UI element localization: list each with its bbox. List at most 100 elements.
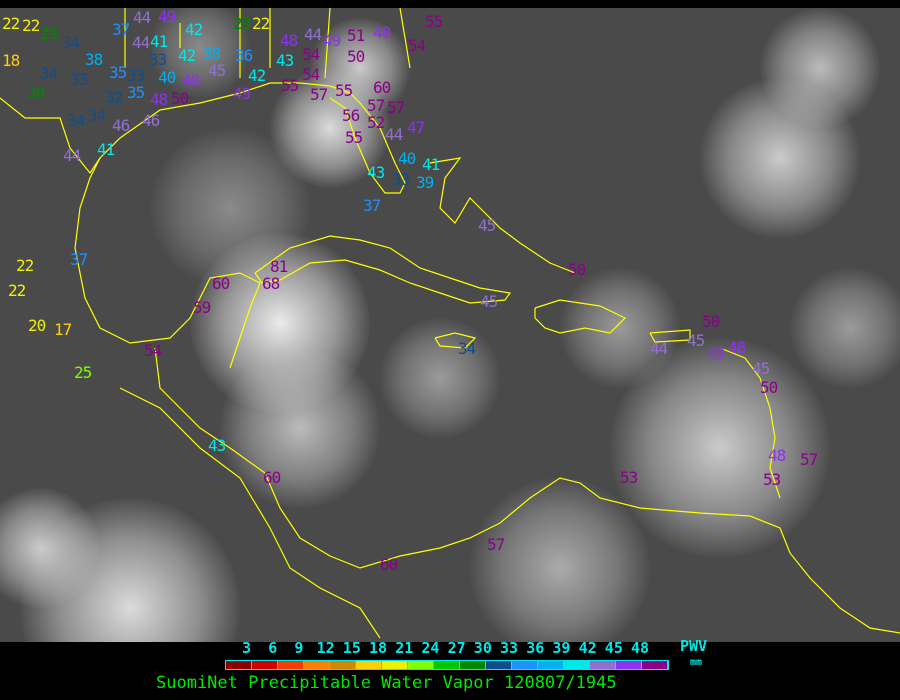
pwv-station-value: 57 xyxy=(367,96,385,115)
scale-swatch xyxy=(278,661,304,669)
pwv-station-value: 42 xyxy=(178,46,196,65)
legend-tick: 6 xyxy=(268,639,278,657)
color-scale-bar xyxy=(225,660,669,670)
pwv-station-value: 54 xyxy=(302,65,320,84)
legend-tick: 39 xyxy=(552,639,571,657)
pwv-station-value: 41 xyxy=(150,32,168,51)
puerto-rico xyxy=(649,329,691,343)
pwv-station-value: 34 xyxy=(62,33,80,52)
pwv-station-value: 41 xyxy=(97,140,115,159)
gulf-coast xyxy=(0,82,406,194)
scale-swatch xyxy=(304,661,330,669)
pwv-station-value: 34 xyxy=(40,64,58,83)
pwv-station-value: 46 xyxy=(142,111,160,130)
pwv-station-value: 22 xyxy=(16,256,34,275)
cuba xyxy=(254,235,512,304)
legend-tick: 27 xyxy=(447,639,466,657)
scale-swatch xyxy=(642,661,668,669)
cloud xyxy=(220,348,380,508)
pwv-station-value: 33 xyxy=(70,70,88,89)
legend-tick: 15 xyxy=(342,639,361,657)
legend-tick: 45 xyxy=(604,639,623,657)
pwv-station-value: 37 xyxy=(70,250,88,269)
satellite-image: 22 22 29 34 38 35 33 34 33 30 32 35 34 34 46 46 48 50 44 41… xyxy=(0,8,900,642)
pwv-station-value: 55 xyxy=(335,81,353,100)
pwv-station-value: 57 xyxy=(800,450,818,469)
pwv-station-value: 44 xyxy=(304,25,322,44)
mexico-coast xyxy=(74,157,261,369)
pwv-station-value: 34 xyxy=(88,106,106,125)
pwv-station-value: 81 xyxy=(270,257,288,276)
cloud xyxy=(380,318,500,438)
pwv-station-value: 32 xyxy=(105,88,123,107)
cloud xyxy=(760,8,880,128)
pwv-station-value: 49 xyxy=(707,344,725,363)
pwv-station-value: 54 xyxy=(144,341,162,360)
pwv-station-value: 44 xyxy=(133,8,151,27)
pwv-station-value: 52 xyxy=(367,113,385,132)
pwv-station-value: 48 xyxy=(768,446,786,465)
pwv-station-value: 43 xyxy=(367,163,385,182)
pwv-station-value: 55 xyxy=(281,76,299,95)
pwv-station-value: 29 xyxy=(233,14,251,33)
pwv-station-value: 53 xyxy=(620,468,638,487)
coastline-overlay xyxy=(0,8,900,639)
pwv-station-value: 33 xyxy=(127,66,145,85)
pwv-station-value: 39 xyxy=(416,173,434,192)
legend-tick: 3 xyxy=(242,639,252,657)
pwv-station-value: 33 xyxy=(392,170,410,189)
pwv-station-value: 56 xyxy=(342,106,360,125)
pwv-station-value: 38 xyxy=(85,50,103,69)
pwv-station-value: 47 xyxy=(407,118,425,137)
pwv-station-value: 60 xyxy=(373,78,391,97)
legend-tick: 33 xyxy=(500,639,519,657)
pwv-station-value: 49 xyxy=(323,31,341,50)
pwv-station-value: 48 xyxy=(728,338,746,357)
pwv-station-value: 50 xyxy=(171,89,189,108)
scale-swatch xyxy=(564,661,590,669)
pwv-station-value: 57 xyxy=(387,98,405,117)
pwv-station-value: 30 xyxy=(27,83,45,102)
central-america xyxy=(154,347,900,634)
pwv-station-value: 53 xyxy=(763,470,781,489)
pwv-station-value: 34 xyxy=(67,111,85,130)
pwv-station-value: 51 xyxy=(347,26,365,45)
lesser-antilles xyxy=(719,347,781,499)
scale-swatch xyxy=(226,661,252,669)
pwv-station-value: 60 xyxy=(212,274,230,293)
pwv-station-value: 48 xyxy=(150,90,168,109)
us-borders xyxy=(124,8,411,79)
pwv-station-value: 45 xyxy=(752,359,770,378)
map-title: SuomiNet Precipitable Water Vapor 120807… xyxy=(156,673,617,693)
legend-tick: 12 xyxy=(316,639,335,657)
scale-swatch xyxy=(434,661,460,669)
pwv-station-value: 45 xyxy=(478,216,496,235)
cloud xyxy=(150,8,250,98)
pwv-station-value: 48 xyxy=(373,23,391,42)
pwv-station-value: 42 xyxy=(185,20,203,39)
scale-swatch xyxy=(382,661,408,669)
pwv-station-value: 45 xyxy=(687,331,705,350)
unit: mm xyxy=(690,657,703,668)
pwv-station-value: 57 xyxy=(310,85,328,104)
pwv-station-value: 22 xyxy=(252,14,270,33)
pwv-station-value: 44 xyxy=(63,146,81,165)
pwv-station-value: 59 xyxy=(193,298,211,317)
pwv-station-value: 43 xyxy=(276,51,294,70)
legend-tick: 36 xyxy=(526,639,545,657)
cloud xyxy=(560,268,680,388)
pwv-station-value: 25 xyxy=(74,363,92,382)
legend-tick: 18 xyxy=(369,639,388,657)
scale-swatch xyxy=(486,661,512,669)
central-america-pacific xyxy=(119,387,381,639)
legend-tick: 24 xyxy=(421,639,440,657)
pwv-station-value: 38 xyxy=(203,44,221,63)
bahamas xyxy=(429,157,576,274)
pwv-station-value: 37 xyxy=(112,20,130,39)
pwv-station-value: 42 xyxy=(248,66,266,85)
pwv-station-value: 18 xyxy=(2,51,20,70)
pwv-station-value: 35 xyxy=(109,63,127,82)
pwv-station-value: 44 xyxy=(650,339,668,358)
scale-swatch xyxy=(538,661,564,669)
